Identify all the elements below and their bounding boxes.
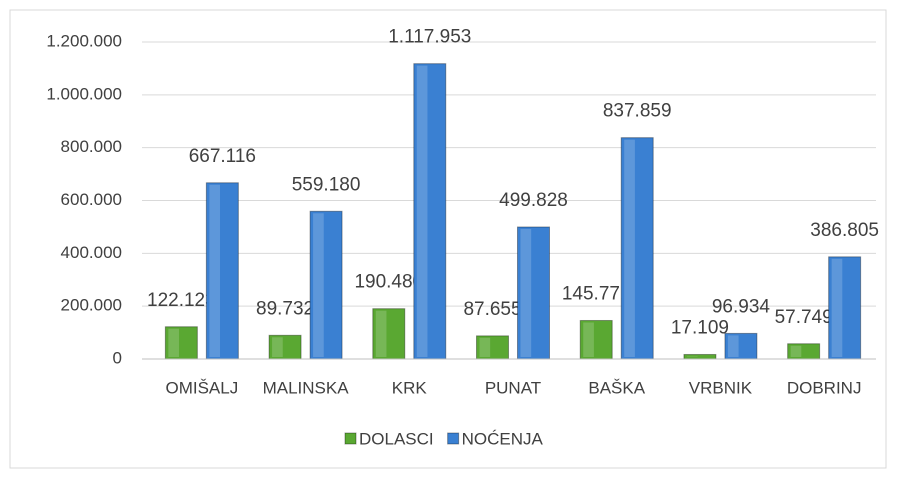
y-tick-label: 1.000.000 bbox=[46, 84, 122, 103]
bar bbox=[413, 63, 447, 360]
value-label: 96.934 bbox=[712, 296, 771, 317]
value-label: 89.732 bbox=[256, 298, 314, 319]
bar-shine bbox=[416, 65, 428, 358]
x-tick-label: VRBNIK bbox=[689, 378, 753, 397]
y-tick-label: 400.000 bbox=[61, 243, 122, 262]
bar-shine bbox=[272, 337, 283, 357]
bar-shine bbox=[686, 356, 698, 357]
bar-shine bbox=[727, 335, 739, 357]
value-label: 837.859 bbox=[603, 101, 672, 122]
value-label: 145.771 bbox=[562, 284, 631, 305]
bar-shine bbox=[313, 213, 324, 357]
y-tick-label: 1.200.000 bbox=[46, 31, 122, 50]
legend-swatch bbox=[344, 432, 357, 445]
bar bbox=[828, 256, 862, 360]
bar-shine bbox=[520, 228, 532, 357]
bar bbox=[620, 137, 654, 360]
value-label: 499.828 bbox=[499, 190, 568, 211]
x-tick-label: PUNAT bbox=[485, 378, 541, 397]
x-tick-label: BAŠKA bbox=[588, 378, 645, 397]
y-tick-label: 800.000 bbox=[61, 137, 122, 156]
bar-shine bbox=[168, 328, 180, 357]
value-label: 57.749 bbox=[775, 307, 833, 328]
value-label: 122.123 bbox=[147, 290, 216, 311]
value-label: 17.109 bbox=[671, 317, 729, 338]
bar-shine bbox=[375, 310, 387, 357]
bar bbox=[372, 308, 406, 360]
value-label: 667.116 bbox=[189, 146, 256, 167]
value-label: 559.180 bbox=[292, 174, 361, 195]
y-tick-label: 200.000 bbox=[61, 296, 122, 315]
value-label: 1.117.953 bbox=[388, 27, 471, 48]
legend-label: NOĆENJA bbox=[462, 429, 544, 448]
bar-shine bbox=[209, 184, 221, 357]
value-label: 87.655 bbox=[463, 299, 521, 320]
x-tick-label: DOBRINJ bbox=[787, 378, 862, 397]
legend-swatch bbox=[447, 432, 460, 445]
bar-shine bbox=[831, 258, 843, 357]
bar-shine bbox=[583, 322, 594, 357]
value-label: 386.805 bbox=[810, 220, 879, 241]
legend-label: DOLASCI bbox=[359, 429, 434, 448]
value-label: 190.480 bbox=[354, 272, 423, 293]
bar-shine bbox=[479, 337, 491, 357]
bar bbox=[579, 319, 613, 360]
y-tick-label: 600.000 bbox=[61, 190, 122, 209]
x-tick-label: OMIŠALJ bbox=[165, 378, 238, 397]
y-tick-label: 0 bbox=[113, 348, 122, 367]
bar bbox=[205, 182, 239, 360]
bar-shine bbox=[624, 139, 635, 357]
chart-border bbox=[9, 9, 887, 469]
bar-shine bbox=[790, 345, 802, 357]
x-tick-label: MALINSKA bbox=[263, 378, 350, 397]
x-tick-label: KRK bbox=[392, 378, 428, 397]
